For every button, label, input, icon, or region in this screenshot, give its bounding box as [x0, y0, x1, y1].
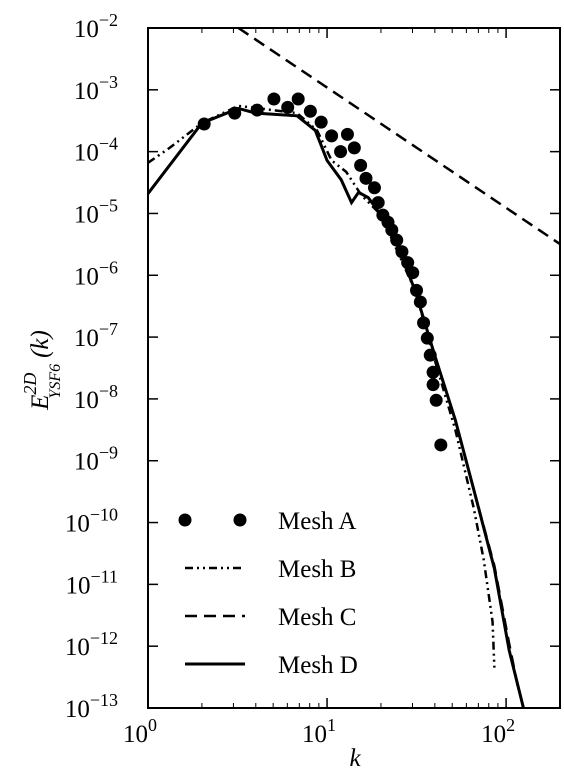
- series-line: [148, 104, 496, 668]
- data-point: [359, 171, 373, 185]
- y-tick-label: 10−4: [74, 134, 118, 167]
- x-tick-label: 101: [302, 715, 336, 748]
- data-point: [354, 158, 368, 172]
- y-label-sub: YSF6: [47, 364, 64, 399]
- data-point: [267, 92, 281, 106]
- y-tick-label: 10−12: [65, 628, 118, 661]
- y-tick-label: 10−3: [74, 72, 118, 105]
- legend-label: Mesh A: [278, 508, 356, 535]
- data-point: [347, 141, 361, 155]
- series-line: [148, 106, 525, 708]
- y-tick-label: 10−5: [74, 195, 118, 228]
- data-point: [367, 181, 381, 195]
- y-tick-label: 10−2: [74, 10, 118, 43]
- series-line: [237, 28, 560, 246]
- data-point: [426, 378, 440, 392]
- legend-label: Mesh C: [278, 604, 356, 631]
- data-point: [426, 365, 440, 379]
- y-tick-label: 10−7: [74, 319, 118, 352]
- legend-label: Mesh B: [278, 556, 356, 583]
- y-label-arg: (k): [27, 330, 54, 358]
- y-tick-label: 10−13: [65, 690, 118, 723]
- y-label-base: E: [27, 395, 54, 411]
- plot-area: [148, 28, 560, 708]
- data-point: [325, 129, 339, 143]
- x-axis-label: k: [349, 745, 361, 772]
- data-point: [429, 393, 443, 407]
- y-tick-label: 10−6: [74, 257, 118, 290]
- data-point: [340, 127, 354, 141]
- data-point: [314, 115, 328, 129]
- y-tick-label: 10−8: [74, 381, 118, 414]
- y-tick-label: 10−11: [66, 566, 118, 599]
- plot-frame: [147, 27, 561, 709]
- data-point: [334, 145, 348, 159]
- data-point: [291, 92, 305, 106]
- x-tick-label: 102: [481, 715, 515, 748]
- legend-label: Mesh D: [278, 652, 358, 679]
- data-point: [281, 100, 295, 114]
- legend-marker: [233, 513, 247, 527]
- y-label-sup: 2D: [20, 373, 40, 395]
- x-tick-label: 100: [123, 715, 157, 748]
- y-axis-label: E2D YSF6 (k): [20, 330, 64, 411]
- y-tick-label: 10−10: [65, 505, 118, 538]
- y-tick-label: 10−9: [74, 443, 118, 476]
- data-point: [434, 438, 448, 452]
- data-point: [303, 104, 317, 118]
- legend-marker: [178, 513, 192, 527]
